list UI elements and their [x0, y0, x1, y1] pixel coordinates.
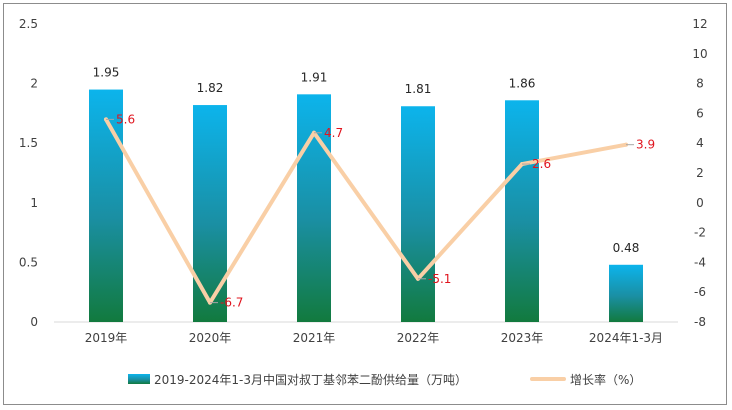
category-label: 2020年 — [189, 331, 232, 345]
legend-bar-swatch — [128, 374, 150, 384]
line-value-label: -6.7 — [220, 296, 243, 310]
right-tick-label: -6 — [694, 285, 706, 299]
right-tick-label: 2 — [696, 166, 704, 180]
line-value-label: 2.6 — [532, 157, 551, 171]
right-tick-label: -4 — [694, 255, 706, 269]
right-tick-label: 8 — [696, 77, 704, 91]
bar-value-labels: 1.95 1.82 1.91 1.81 1.86 0.48 — [93, 66, 640, 255]
left-tick-label: 1.5 — [19, 136, 38, 150]
right-axis-ticks: -8 -6 -4 -2 0 2 4 6 8 10 12 — [692, 17, 707, 329]
line-value-label: 4.7 — [324, 126, 343, 140]
bar — [505, 100, 539, 323]
right-tick-label: -8 — [694, 315, 706, 329]
line-value-label: -5.1 — [428, 272, 451, 286]
growth-rate-line — [104, 117, 628, 305]
right-tick-label: 0 — [696, 196, 704, 210]
right-tick-label: 6 — [696, 106, 704, 120]
bar-series — [89, 89, 643, 323]
left-tick-label: 0 — [30, 315, 38, 329]
bar-value-label: 1.82 — [197, 81, 224, 95]
right-tick-label: 4 — [696, 136, 704, 150]
right-tick-label: 10 — [692, 47, 707, 61]
category-label: 2021年 — [293, 331, 336, 345]
category-label: 2024年1-3月 — [589, 331, 663, 345]
left-tick-label: 2 — [30, 77, 38, 91]
bar-value-label: 1.91 — [301, 70, 328, 84]
line-value-label: 5.6 — [116, 112, 135, 126]
right-tick-label: 12 — [692, 17, 707, 31]
category-label: 2023年 — [501, 331, 544, 345]
bar-value-label: 1.86 — [509, 76, 536, 90]
legend-bar-label: 2019-2024年1-3月中国对叔丁基邻苯二酚供给量（万吨） — [154, 372, 467, 387]
line-value-label: 3.9 — [636, 138, 655, 152]
bar — [89, 89, 123, 322]
category-label: 2019年 — [85, 331, 128, 345]
left-tick-label: 2.5 — [19, 17, 38, 31]
right-tick-label: -2 — [694, 226, 706, 240]
bar-value-label: 0.48 — [613, 241, 640, 255]
line-series — [104, 117, 628, 305]
left-axis-ticks: 0 0.5 1 1.5 2 2.5 — [19, 17, 38, 329]
legend: 2019-2024年1-3月中国对叔丁基邻苯二酚供给量（万吨） 增长率（%） — [128, 372, 641, 387]
left-tick-label: 0.5 — [19, 255, 38, 269]
bar-value-label: 1.95 — [93, 66, 120, 80]
category-label: 2022年 — [397, 331, 440, 345]
bar-value-label: 1.81 — [405, 82, 432, 96]
chart-frame: 0 0.5 1 1.5 2 2.5 -8 -6 -4 -2 0 2 4 6 8 10 12 1.95 1.82 1… — [3, 3, 727, 405]
bar — [609, 264, 643, 322]
line-value-labels: 5.6 -6.7 4.7 -5.1 2.6 3.9 — [106, 112, 655, 310]
left-tick-label: 1 — [30, 196, 38, 210]
bar — [401, 106, 435, 322]
legend-line-label: 增长率（%） — [570, 372, 641, 387]
bar — [193, 105, 227, 322]
category-labels: 2019年 2020年 2021年 2022年 2023年 2024年1-3月 — [85, 331, 663, 345]
